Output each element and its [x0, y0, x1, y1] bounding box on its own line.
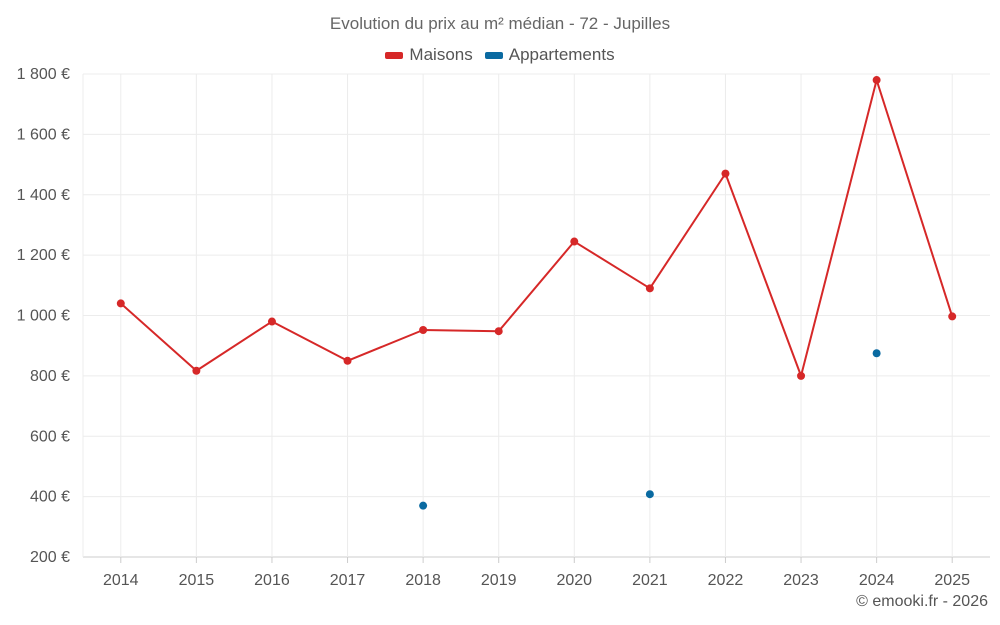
x-tick-label: 2025 — [934, 572, 970, 589]
x-tick-label: 2014 — [103, 572, 139, 589]
legend-label-maisons: Maisons — [409, 45, 473, 64]
x-tick-label: 2021 — [632, 572, 668, 589]
y-tick-label: 200 € — [30, 549, 70, 566]
data-point-maisons — [872, 76, 881, 85]
data-point-maisons — [645, 284, 654, 293]
data-point-maisons — [192, 366, 201, 375]
grid-lines — [82, 73, 990, 558]
data-point-appartements — [419, 501, 428, 510]
data-point-appartements — [872, 349, 881, 358]
x-tick-label: 2018 — [405, 572, 441, 589]
data-point-maisons — [343, 356, 352, 365]
data-point-maisons — [494, 327, 503, 336]
x-tick-label: 2020 — [556, 572, 592, 589]
x-tick-label: 2019 — [481, 572, 517, 589]
series-layer — [116, 76, 957, 510]
x-tick-label: 2023 — [783, 572, 819, 589]
x-tick-label: 2022 — [708, 572, 744, 589]
y-tick-label: 1 000 € — [17, 308, 70, 325]
data-point-maisons — [797, 371, 806, 380]
series-line-maisons — [120, 79, 954, 377]
y-tick-label: 600 € — [30, 428, 70, 445]
axes: 200 € 400 € 600 € 800 € 1 000 € 1 200 € 1 400 … — [17, 66, 970, 589]
legend: Maisons Appartements — [0, 45, 1000, 65]
data-point-appartements — [645, 490, 654, 499]
data-point-maisons — [570, 237, 579, 246]
y-tick-label: 1 200 € — [17, 247, 70, 264]
y-tick-label: 1 600 € — [17, 126, 70, 143]
data-point-maisons — [721, 169, 730, 178]
legend-label-appartements: Appartements — [508, 45, 615, 64]
legend-item-appartements[interactable]: Appartements — [484, 45, 615, 65]
data-point-maisons — [948, 312, 957, 321]
data-point-maisons — [116, 299, 125, 308]
y-tick-label: 1 400 € — [17, 187, 70, 204]
legend-swatch-maisons — [385, 51, 404, 59]
y-tick-label: 1 800 € — [17, 66, 70, 83]
data-point-maisons — [419, 325, 428, 334]
x-tick-label: 2015 — [179, 572, 215, 589]
chart-title: Evolution du prix au m² médian - 72 - Ju… — [329, 14, 671, 33]
credits[interactable]: © emooki.fr - 2026 — [856, 593, 988, 610]
legend-item-maisons[interactable]: Maisons — [385, 45, 473, 65]
x-tick-label: 2024 — [859, 572, 895, 589]
y-tick-label: 800 € — [30, 368, 70, 385]
y-tick-label: 400 € — [30, 489, 70, 506]
data-point-maisons — [267, 317, 276, 326]
x-tick-label: 2016 — [254, 572, 290, 589]
x-tick-label: 2017 — [330, 572, 366, 589]
legend-swatch-appartements — [484, 51, 503, 59]
